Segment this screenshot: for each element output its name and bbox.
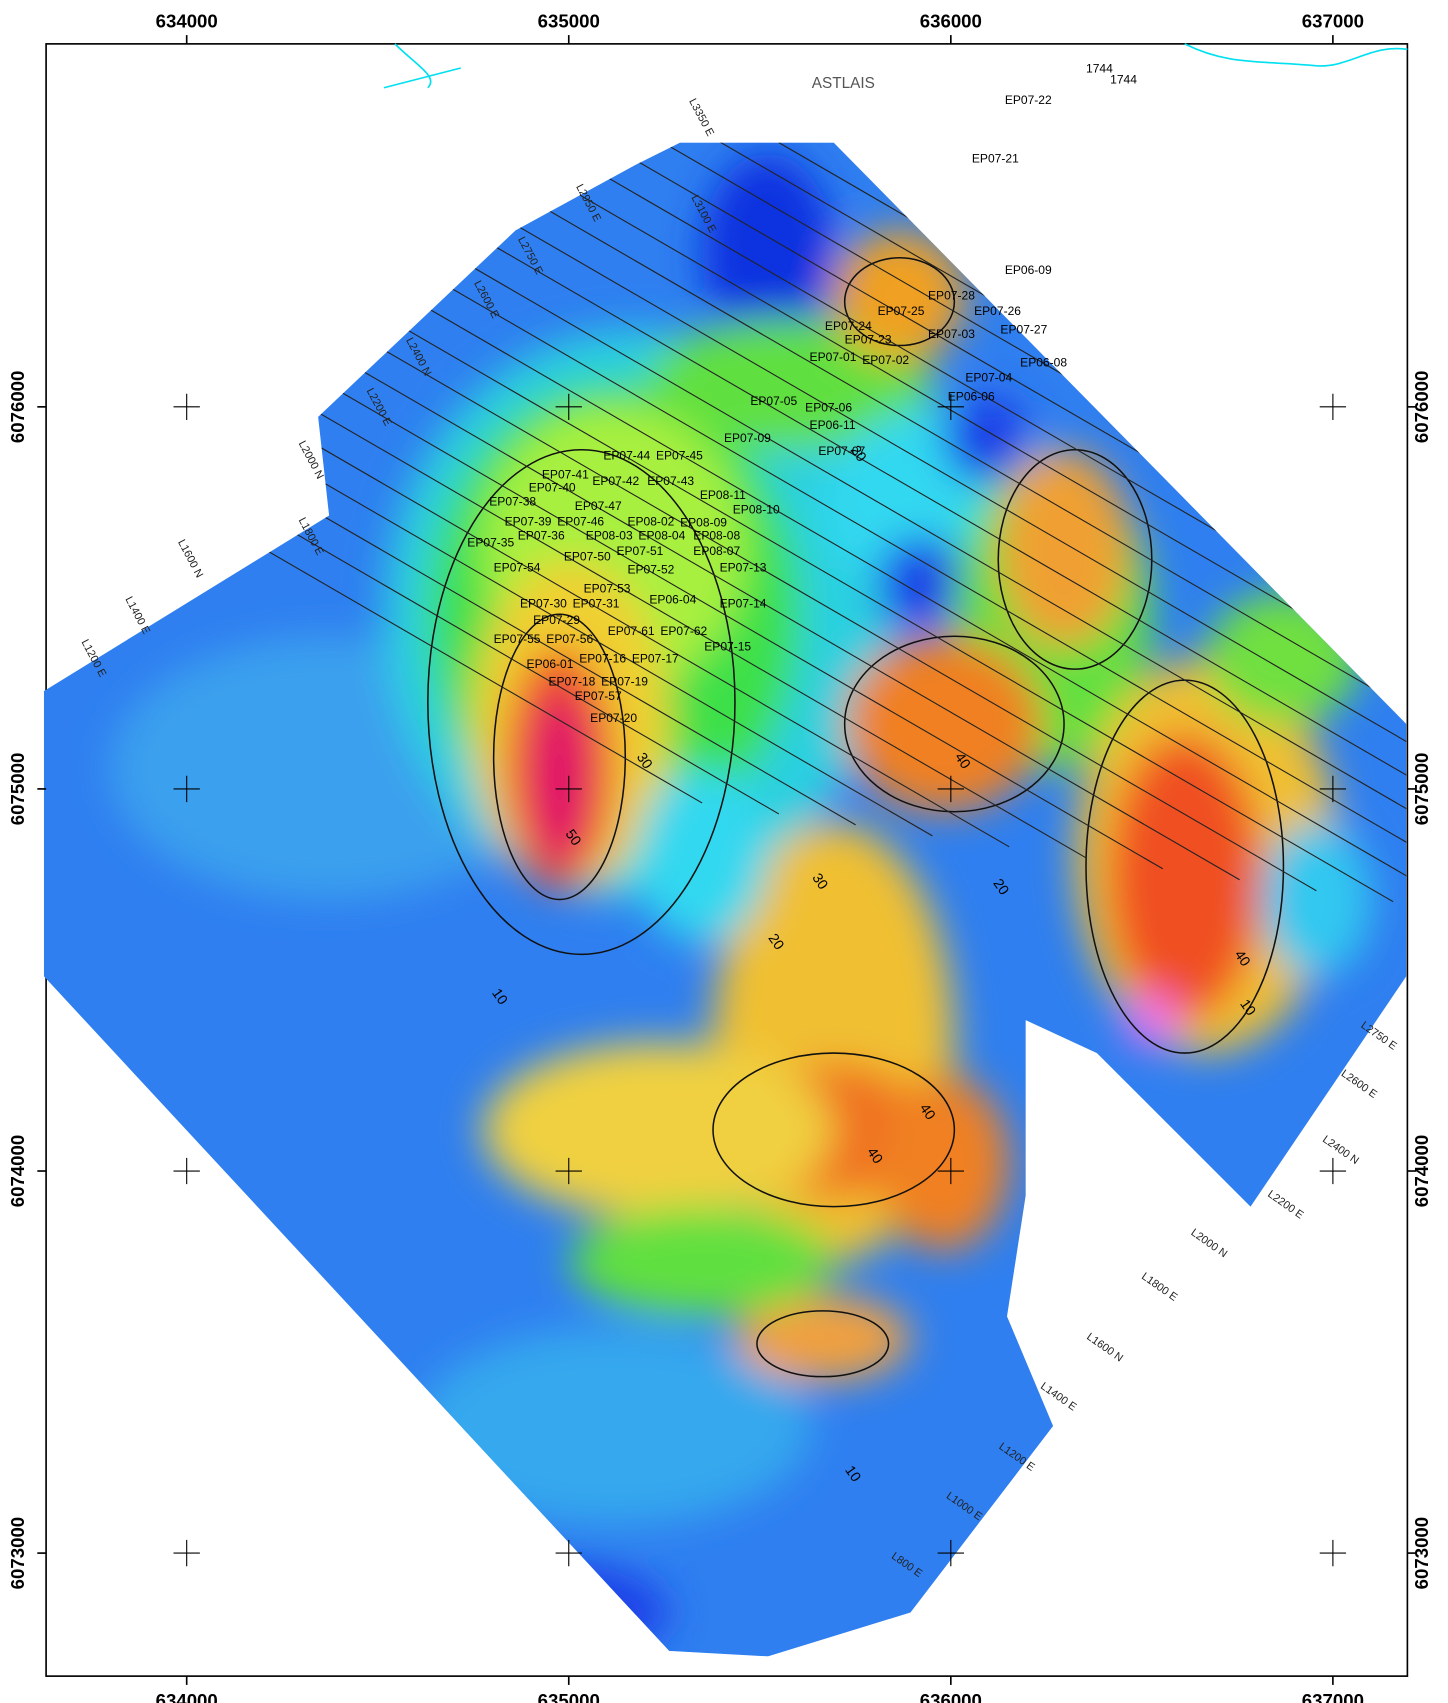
drill-hole-label: EP08-07 (693, 544, 740, 558)
x-tick-label: 636000 (920, 10, 982, 31)
x-tick-label: 637000 (1302, 1690, 1364, 1703)
x-tick-label: 636000 (920, 1690, 982, 1703)
drill-hole-label: EP07-13 (720, 561, 767, 575)
drill-hole-label: EP07-43 (647, 474, 694, 488)
drill-hole-label: EP07-25 (878, 304, 925, 318)
drill-hole-label: EP08-09 (680, 516, 727, 530)
drill-hole-label: EP06-06 (948, 389, 995, 403)
drill-hole-label: EP07-31 (573, 597, 620, 611)
drill-hole-label: EP07-16 (579, 652, 626, 666)
drill-hole-label: EP07-14 (720, 597, 767, 611)
drill-hole-label: EP07-56 (546, 632, 593, 646)
y-tick-label: 6075000 (7, 753, 28, 826)
y-tick-label: 6075000 (1411, 753, 1432, 826)
map: 634000 634000 635000 635000 636000 636000 6370… (0, 0, 1448, 1703)
drill-hole-label: EP07-20 (590, 711, 637, 725)
drill-hole-label: EP07-26 (974, 304, 1021, 318)
drill-hole-label: EP07-39 (505, 514, 552, 528)
drill-hole-label: EP07-29 (533, 613, 580, 627)
x-tick-label: 637000 (1302, 10, 1364, 31)
drill-hole-label: EP07-45 (656, 449, 703, 463)
drill-hole-label: EP07-30 (520, 597, 567, 611)
drill-hole-label: EP07-28 (928, 288, 975, 302)
drill-hole-label: EP07-35 (467, 535, 514, 549)
drill-hole-label: EP08-04 (638, 529, 685, 543)
drill-hole-label: EP07-51 (616, 544, 663, 558)
drill-hole-label: EP07-05 (750, 394, 797, 408)
drill-hole-label: EP07-42 (592, 474, 639, 488)
drill-hole-label: EP08-10 (733, 502, 780, 516)
drill-hole-label: EP06-01 (527, 657, 574, 671)
y-tick-label: 6076000 (1411, 371, 1432, 444)
x-tick-label: 635000 (538, 1690, 600, 1703)
drill-hole-label: EP07-01 (810, 350, 857, 364)
y-tick-label: 6076000 (7, 371, 28, 444)
drill-hole-label: EP07-55 (494, 632, 541, 646)
drill-hole-label: EP06-09 (1005, 263, 1052, 277)
drill-hole-label: EP07-62 (660, 624, 707, 638)
y-tick-label: 6074000 (7, 1135, 28, 1208)
drill-hole-label: EP07-09 (724, 431, 771, 445)
x-tick-label: 634000 (156, 10, 218, 31)
drill-hole-label: EP07-36 (518, 529, 565, 543)
drill-hole-label: EP07-52 (627, 563, 674, 577)
drill-hole-label: EP08-11 (700, 488, 746, 502)
drill-hole-label: EP08-03 (586, 529, 633, 543)
top-label: ASTLAIS (812, 75, 875, 92)
drill-hole-label: EP07-24 (825, 319, 872, 333)
drill-hole-label: EP06-04 (649, 592, 696, 606)
x-tick-label: 634000 (156, 1690, 218, 1703)
drill-hole-label: EP07-19 (601, 675, 648, 689)
drill-hole-label: EP07-18 (548, 675, 595, 689)
drill-hole-label: EP07-46 (557, 514, 604, 528)
top-label: 1744 (1086, 61, 1113, 75)
drill-hole-label: EP08-02 (627, 514, 674, 528)
drill-hole-label: EP07-57 (575, 689, 622, 703)
top-label: 1744 (1110, 72, 1137, 86)
drill-hole-label: EP07-04 (965, 371, 1012, 385)
drill-hole-label: EP08-08 (693, 529, 740, 543)
y-tick-label: 6073000 (7, 1517, 28, 1590)
drill-hole-label: EP06-11 (810, 418, 856, 432)
drill-hole-label: EP07-61 (608, 624, 655, 638)
drill-hole-label: EP07-03 (928, 327, 975, 341)
drill-hole-label: EP07-17 (632, 652, 679, 666)
drill-hole-label: EP07-41 (542, 467, 589, 481)
page: {"map": { "xlim": [633632, 637195], "yli… (0, 0, 1448, 1703)
drill-hole-label: EP07-47 (575, 499, 622, 513)
drill-hole-label: EP07-21 (972, 151, 1019, 165)
drill-hole-label: EP07-15 (704, 639, 751, 653)
drill-hole-label: EP07-50 (564, 550, 611, 564)
drill-hole-label: EP07-38 (489, 495, 536, 509)
y-tick-label: 6074000 (1411, 1135, 1432, 1208)
drill-hole-label: EP07-27 (1000, 322, 1047, 336)
drill-hole-label: EP06-08 (1020, 355, 1067, 369)
y-tick-label: 6073000 (1411, 1517, 1432, 1590)
drill-hole-label: EP07-02 (862, 353, 909, 367)
drill-hole-label: EP07-54 (494, 561, 541, 575)
drill-hole-label: EP07-44 (603, 449, 650, 463)
drill-hole-label: EP07-22 (1005, 93, 1052, 107)
drill-hole-label: EP07-06 (805, 400, 852, 414)
x-tick-label: 635000 (538, 10, 600, 31)
drill-hole-label: EP07-40 (529, 480, 576, 494)
drill-hole-label: EP07-53 (584, 581, 631, 595)
drill-hole-label: EP07-23 (845, 332, 892, 346)
